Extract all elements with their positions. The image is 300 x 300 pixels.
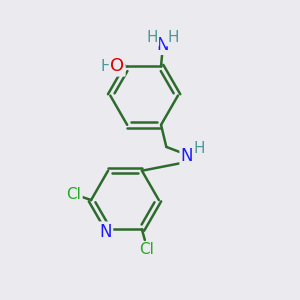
Text: Cl: Cl bbox=[67, 187, 82, 202]
Text: H: H bbox=[100, 59, 112, 74]
Text: Cl: Cl bbox=[139, 242, 154, 257]
Text: O: O bbox=[110, 57, 124, 75]
Text: H: H bbox=[194, 141, 205, 156]
Text: H: H bbox=[167, 30, 178, 45]
Text: H: H bbox=[146, 30, 158, 45]
Text: N: N bbox=[181, 147, 193, 165]
Text: N: N bbox=[156, 36, 169, 54]
Text: N: N bbox=[99, 223, 112, 241]
